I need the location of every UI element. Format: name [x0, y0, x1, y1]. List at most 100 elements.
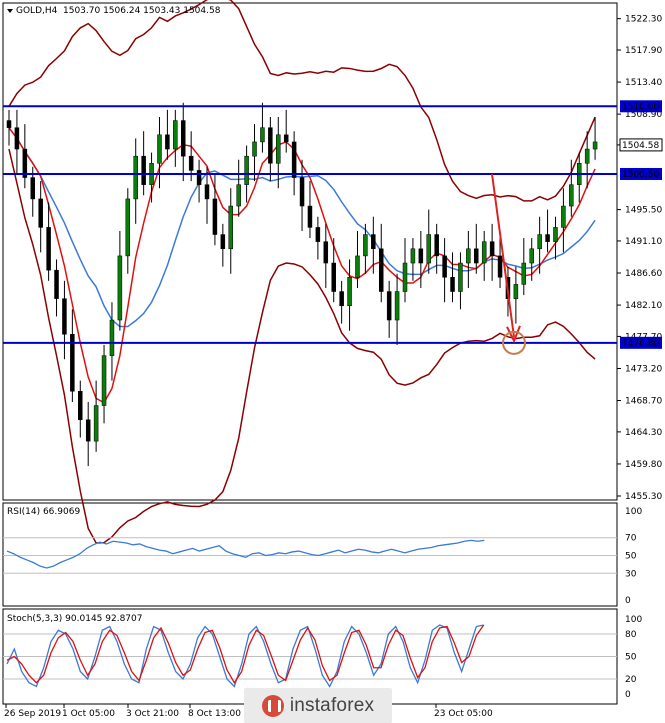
candle-body	[339, 291, 344, 307]
candle-body	[513, 284, 519, 299]
time-axis-label: 8 Oct 13:00	[188, 709, 241, 719]
stoch-axis-label: 20	[625, 675, 637, 685]
candle-body	[244, 155, 249, 185]
price-axis-label: 1491.10	[625, 237, 662, 247]
level-price-label: 1476.80	[622, 339, 659, 349]
price-panel	[2, 2, 618, 501]
rsi-axis-label: 50	[625, 552, 637, 562]
rsi-header-label: RSI(14) 66.9069	[7, 507, 80, 517]
candle-body	[46, 227, 51, 271]
candle-body	[101, 355, 107, 406]
level-price-tag	[620, 100, 662, 113]
level-price-label: 1500.50	[622, 170, 659, 180]
candle-body	[347, 277, 352, 307]
candle-body	[474, 248, 479, 264]
candle-body	[260, 127, 265, 143]
stoch-header-label: Stoch(5,3,3) 90.0145 92.8707	[7, 614, 142, 624]
candle-body	[276, 134, 281, 164]
candle-body	[458, 262, 463, 292]
candle-body	[363, 234, 368, 257]
candle-body	[109, 319, 115, 356]
candle-body	[283, 134, 289, 143]
candle-body	[497, 255, 503, 278]
candle-body	[323, 241, 329, 264]
candle-body	[378, 248, 384, 292]
candle-body	[450, 277, 455, 292]
price-axis-label: 1473.20	[625, 364, 662, 374]
candle-body	[157, 134, 162, 164]
candle-body	[529, 248, 534, 264]
candle-body	[125, 198, 131, 257]
candle-body	[584, 148, 590, 164]
price-axis-label: 1513.40	[625, 78, 662, 88]
candle-body	[188, 155, 194, 171]
price-axis-label: 1455.30	[625, 492, 662, 502]
candle-body	[418, 248, 424, 264]
candle-body	[355, 255, 360, 278]
candle-body	[291, 141, 297, 178]
stoch-axis-label: 80	[625, 630, 637, 640]
candle-body	[54, 269, 59, 299]
price-header-symbol: GOLD,H4	[16, 6, 58, 16]
candle-body	[521, 262, 527, 285]
rsi-axis-label: 0	[625, 596, 631, 606]
candle-body	[133, 155, 138, 200]
candle-body	[481, 241, 487, 264]
price-header-values: 1503.70 1506.24 1503.43 1504.58	[63, 6, 221, 16]
stoch-axis-label: 0	[625, 690, 631, 700]
candle-body	[141, 155, 146, 185]
projection-arrow-line	[491, 173, 515, 337]
rsi-axis-label: 30	[625, 569, 637, 579]
candle-body	[212, 198, 218, 235]
instaforex-watermark: instaforex	[244, 688, 392, 723]
candle-body	[85, 419, 91, 442]
price-axis-label: 1459.80	[625, 460, 662, 470]
level-price-tag	[620, 167, 662, 180]
candle-body	[402, 262, 408, 292]
time-axis-label: 26 Sep 2019	[4, 709, 61, 719]
candle-body	[228, 205, 234, 250]
price-axis-label: 1522.30	[625, 15, 662, 25]
rsi-axis-label: 70	[625, 534, 637, 544]
candle-body	[489, 241, 495, 257]
price-axis-label: 1517.90	[625, 46, 662, 56]
time-axis-label: 1 Oct 05:00	[62, 709, 115, 719]
candle-body	[30, 177, 36, 200]
price-axis-label: 1486.60	[625, 269, 662, 279]
candle-body	[426, 234, 432, 264]
candle-body	[331, 262, 336, 292]
candle-body	[22, 148, 28, 178]
stoch-axis-label: 50	[625, 653, 637, 663]
rsi-axis-label: 100	[625, 507, 642, 517]
price-axis-label: 1464.30	[625, 428, 662, 438]
candle-body	[307, 205, 313, 228]
rsi-line	[6, 539, 485, 569]
candle-body	[268, 127, 273, 164]
bollinger-upper-line	[8, 0, 596, 202]
candle-body	[394, 291, 400, 321]
current-price-tag	[619, 138, 663, 152]
current-price-label: 1504.58	[622, 141, 659, 151]
level-price-label: 1510.00	[622, 102, 659, 112]
candle-body	[410, 248, 416, 264]
candle-body	[299, 177, 305, 207]
candle-body	[466, 248, 471, 264]
projection-arrow-head	[506, 325, 521, 344]
candle-body	[38, 198, 43, 228]
candle-body	[117, 255, 123, 321]
candle-body	[371, 234, 376, 250]
price-axis-label: 1508.90	[625, 110, 662, 120]
level-price-tag	[620, 336, 662, 349]
bollinger-lower-line	[8, 148, 596, 544]
candle-body	[70, 334, 75, 392]
candle-body	[545, 234, 550, 242]
candle-body	[434, 234, 439, 257]
candle-body	[537, 234, 542, 250]
stoch-main-line	[6, 624, 484, 688]
candle-body	[592, 141, 598, 150]
candle-body	[62, 298, 67, 335]
time-axis-label: 3 Oct 21:00	[126, 709, 179, 719]
candle-body	[442, 255, 447, 278]
candle-body	[315, 227, 321, 242]
